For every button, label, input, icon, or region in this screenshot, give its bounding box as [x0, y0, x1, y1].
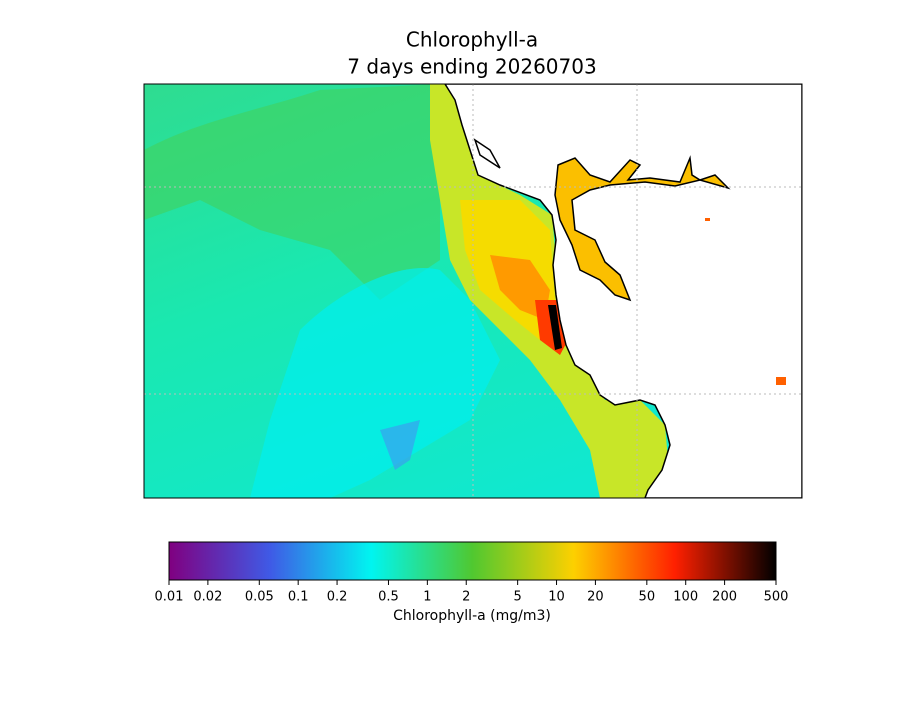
inland-patch [776, 377, 786, 385]
colorbar [168, 541, 777, 581]
map-frame [143, 83, 803, 499]
colorbar-tick-label: 20 [587, 590, 604, 605]
colorbar-tick-label: 0.05 [245, 590, 274, 605]
bay [554, 155, 731, 302]
title: Chlorophyll-a [406, 28, 538, 52]
inland-patch [705, 218, 710, 221]
subtitle: 7 days ending 20260703 [347, 55, 596, 79]
inlet [473, 138, 501, 169]
colorbar-tick-label: 0.02 [193, 590, 222, 605]
colorbar-tick-label: 50 [639, 590, 656, 605]
colorbar-tick-label: 0.1 [288, 590, 309, 605]
map [144, 84, 802, 498]
colorbar-tick-label: 0.01 [155, 590, 184, 605]
colorbar-tick-label: 1 [423, 590, 431, 605]
orange-region [490, 255, 550, 320]
black-region [548, 305, 562, 350]
colorbar-tick-label: 10 [548, 590, 565, 605]
green-region [144, 84, 440, 300]
graticule [144, 84, 802, 498]
colorbar-tick-label: 200 [712, 590, 737, 605]
colorbar-tick-label: 5 [514, 590, 522, 605]
colorbar-label: Chlorophyll-a (mg/m3) [393, 608, 551, 624]
blue-patch [380, 420, 420, 470]
colorbar-tick-label: 0.2 [327, 590, 348, 605]
colorbar-tick-label: 100 [673, 590, 698, 605]
colorbar-tick-label: 2 [462, 590, 470, 605]
colorbar-tick-label: 500 [764, 590, 789, 605]
colorbar-tick-label: 0.5 [378, 590, 399, 605]
cyan-region [250, 268, 500, 498]
